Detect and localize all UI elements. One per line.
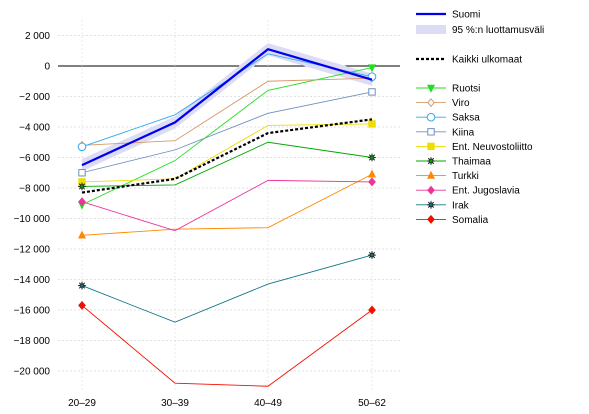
series-ent-jugoslavia bbox=[78, 177, 376, 232]
data-point bbox=[427, 185, 435, 195]
legend: Suomi 95 %:n luottamusväli Kaikki ulkomaat… bbox=[416, 10, 544, 226]
data-point bbox=[427, 142, 435, 151]
legend-label: Irak bbox=[452, 200, 470, 211]
legend-label: Thaimaa bbox=[452, 157, 491, 168]
data-point bbox=[427, 98, 435, 108]
legend-swatch bbox=[416, 25, 446, 34]
series-line bbox=[81, 91, 373, 174]
average-line bbox=[81, 118, 373, 194]
series-line bbox=[81, 179, 373, 232]
data-point bbox=[78, 197, 86, 207]
data-point bbox=[77, 142, 87, 152]
series-irak bbox=[77, 251, 377, 323]
x-tick-label: 40–49 bbox=[254, 398, 282, 409]
x-axis-ticks: 20–29 30–39 40–49 50–62 bbox=[68, 398, 386, 409]
legend-label: Ent. Jugoslavia bbox=[452, 186, 520, 197]
series-lines bbox=[77, 53, 377, 387]
y-tick-label: 0 bbox=[44, 62, 50, 73]
data-point bbox=[368, 305, 376, 315]
y-tick-label: −14 000 bbox=[14, 275, 51, 286]
legend-label: 95 %:n luottamusväli bbox=[452, 25, 544, 36]
x-tick-label: 50–62 bbox=[358, 398, 386, 409]
series-line bbox=[81, 173, 373, 236]
main-line bbox=[81, 48, 373, 167]
legend-label: Ent. Neuvostoliitto bbox=[452, 142, 533, 153]
data-point bbox=[367, 169, 377, 178]
series-line bbox=[81, 305, 373, 387]
data-point bbox=[426, 156, 436, 166]
legend-label: Viro bbox=[452, 98, 470, 109]
data-point bbox=[78, 300, 86, 310]
data-point bbox=[367, 251, 377, 260]
series-line bbox=[81, 77, 373, 146]
series-line bbox=[81, 123, 373, 183]
y-tick-label: −16 000 bbox=[14, 306, 51, 317]
data-point bbox=[427, 214, 435, 224]
x-tick-label: 30–39 bbox=[161, 398, 189, 409]
legend-label: Kaikki ulkomaat bbox=[452, 55, 522, 66]
y-tick-label: −10 000 bbox=[14, 214, 51, 225]
gridlines bbox=[58, 20, 400, 392]
y-tick-label: −18 000 bbox=[14, 336, 51, 347]
data-point bbox=[77, 182, 87, 191]
y-tick-label: −4 000 bbox=[19, 123, 50, 134]
data-point bbox=[426, 200, 436, 209]
main-series bbox=[81, 48, 373, 194]
data-point bbox=[367, 64, 377, 73]
data-point bbox=[77, 281, 87, 290]
legend-label: Suomi bbox=[452, 10, 480, 21]
data-point bbox=[426, 170, 436, 179]
legend-label: Saksa bbox=[452, 113, 480, 124]
x-tick-label: 20–29 bbox=[68, 398, 96, 409]
series-line bbox=[81, 254, 373, 323]
legend-label: Ruotsi bbox=[452, 84, 480, 95]
data-point bbox=[367, 153, 377, 162]
y-tick-label: −12 000 bbox=[14, 245, 51, 256]
y-tick-label: 2 000 bbox=[25, 31, 50, 42]
legend-label: Kiina bbox=[452, 127, 475, 138]
data-point bbox=[368, 177, 376, 187]
series-somalia bbox=[78, 300, 376, 387]
data-point bbox=[368, 120, 376, 128]
series-turkki bbox=[77, 169, 377, 239]
data-point bbox=[426, 84, 436, 93]
data-point bbox=[77, 230, 87, 239]
data-point bbox=[368, 88, 376, 96]
data-point bbox=[426, 112, 436, 122]
y-tick-label: −20 000 bbox=[14, 367, 51, 378]
legend-label: Somalia bbox=[452, 215, 489, 226]
y-tick-label: −8 000 bbox=[19, 184, 50, 195]
data-point bbox=[427, 128, 435, 136]
legend-label: Turkki bbox=[452, 171, 479, 182]
y-tick-label: −2 000 bbox=[19, 92, 50, 103]
series-kiina bbox=[78, 88, 376, 177]
data-point bbox=[78, 169, 86, 177]
y-axis-ticks: 2 000 0 −2 000 −4 000 −6 000 −8 000 −10 000 −12… bbox=[14, 31, 51, 378]
series-line bbox=[81, 67, 373, 206]
y-tick-label: −6 000 bbox=[19, 153, 50, 164]
